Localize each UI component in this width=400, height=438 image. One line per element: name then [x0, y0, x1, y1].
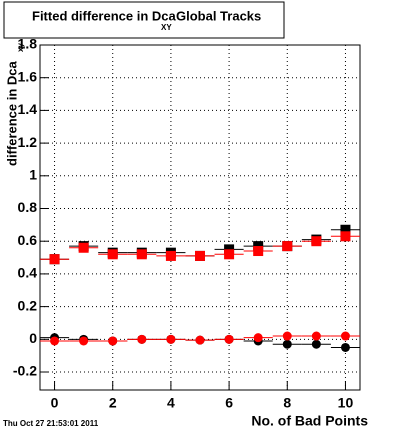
y-axis-label: difference in Dca [4, 60, 19, 166]
y-tick-label: 1.2 [18, 134, 38, 150]
marker [311, 331, 321, 341]
y-tick-label: 0.6 [18, 232, 38, 248]
y-tick-label: 0.8 [18, 199, 38, 215]
x-tick-label: 0 [51, 395, 59, 411]
marker [166, 334, 176, 344]
marker [282, 339, 292, 349]
marker [224, 249, 235, 260]
marker [340, 224, 351, 235]
x-tick-label: 8 [283, 395, 291, 411]
title-box [3, 1, 285, 39]
x-axis-label: No. of Bad Points [251, 413, 368, 429]
x-tick-label: 6 [225, 395, 233, 411]
marker [137, 334, 147, 344]
x-tick-label: 10 [338, 395, 354, 411]
marker [224, 334, 234, 344]
marker [108, 336, 118, 346]
marker [340, 342, 350, 352]
plot-frame [39, 44, 361, 391]
y-tick-label: 0.4 [18, 265, 38, 281]
title-suffix: Global Tracks [176, 8, 261, 23]
marker [78, 242, 89, 253]
y-tick-label: 1.4 [18, 101, 38, 117]
y-tick-label: 1.8 [18, 36, 38, 52]
marker [79, 336, 89, 346]
marker [282, 241, 293, 252]
marker [50, 336, 60, 346]
marker [49, 254, 60, 265]
y-tick-label: 1.6 [18, 68, 38, 84]
marker [311, 236, 322, 247]
y-tick-label: 0 [29, 330, 37, 346]
marker [340, 231, 351, 242]
marker [253, 246, 264, 257]
y-tick-label: 1 [29, 167, 37, 183]
marker [311, 339, 321, 349]
y-tick-label: 0.2 [18, 297, 38, 313]
y-axis-subscript: xy [16, 43, 25, 52]
marker [253, 333, 263, 343]
marker [195, 250, 205, 261]
marker [136, 249, 147, 260]
marker [340, 331, 350, 341]
x-tick-label: 2 [109, 395, 117, 411]
y-tick-label: -0.2 [13, 363, 37, 379]
title-subscript: XY [161, 23, 172, 32]
timestamp: Thu Oct 27 21:53:01 2011 [3, 419, 99, 428]
marker [282, 331, 292, 341]
marker [107, 249, 118, 260]
chart-title: Fitted difference in Dca [32, 8, 177, 23]
x-tick-label: 4 [167, 395, 175, 411]
marker [165, 250, 176, 261]
marker [195, 335, 205, 345]
